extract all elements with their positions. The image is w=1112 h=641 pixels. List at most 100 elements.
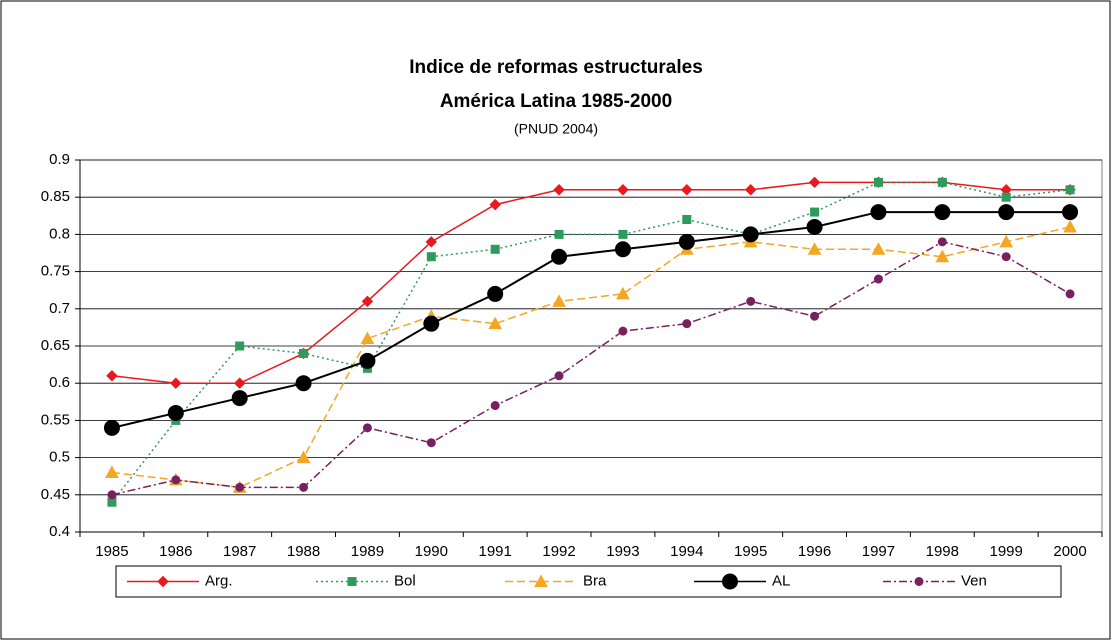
y-tick-label: 0.9 — [49, 151, 70, 168]
marker — [553, 184, 565, 196]
x-tick-label: 1991 — [479, 543, 512, 560]
marker — [870, 204, 887, 221]
marker — [107, 497, 117, 507]
marker — [347, 577, 357, 586]
chart-subtitle: América Latina 1985-2000 — [440, 91, 672, 112]
marker — [552, 294, 566, 307]
x-tick-label: 1994 — [670, 543, 703, 560]
series-line — [111, 226, 1071, 489]
y-tick-label: 0.55 — [41, 411, 70, 428]
chart-note: (PNUD 2004) — [514, 121, 598, 137]
marker — [167, 404, 184, 421]
marker — [807, 242, 822, 255]
marker — [810, 311, 820, 321]
y-tick-label: 0.45 — [41, 486, 70, 503]
legend-label: AL — [772, 572, 790, 589]
marker — [489, 198, 501, 211]
marker — [426, 252, 436, 262]
marker — [534, 574, 548, 587]
marker — [425, 236, 438, 248]
legend-label: Ven — [961, 572, 987, 589]
marker — [157, 575, 169, 588]
marker — [806, 218, 823, 235]
marker — [937, 237, 947, 247]
legend-label: Bra — [583, 572, 607, 589]
marker — [871, 242, 886, 255]
marker — [554, 229, 564, 239]
marker — [235, 482, 245, 492]
marker — [296, 450, 311, 464]
x-tick-label: 1998 — [926, 543, 959, 560]
marker — [808, 176, 821, 189]
y-tick-label: 0.6 — [49, 374, 70, 391]
marker — [746, 296, 756, 306]
x-tick-label: 1985 — [95, 543, 128, 560]
x-tick-label: 1987 — [223, 543, 256, 560]
marker — [362, 423, 372, 433]
marker — [1001, 252, 1011, 262]
y-tick-label: 0.8 — [49, 225, 70, 242]
legend-label: Bol — [394, 572, 416, 589]
marker — [1065, 289, 1075, 299]
chart-title: Indice de reformas estructurales — [409, 57, 703, 78]
marker — [744, 184, 757, 196]
x-tick-label: 1990 — [415, 543, 448, 560]
series-line — [111, 211, 1071, 429]
marker — [299, 348, 309, 358]
marker — [107, 490, 117, 500]
x-tick-label: 1996 — [798, 543, 831, 560]
marker — [742, 226, 759, 243]
marker — [682, 215, 692, 225]
marker — [171, 475, 181, 485]
marker — [231, 390, 248, 407]
marker — [103, 419, 120, 436]
marker — [487, 285, 504, 302]
marker — [426, 438, 436, 448]
x-tick-label: 1992 — [542, 543, 575, 560]
marker — [618, 326, 628, 336]
series-line — [111, 241, 1071, 496]
marker — [937, 177, 947, 187]
marker — [681, 184, 693, 196]
marker — [490, 244, 500, 254]
marker — [551, 248, 568, 265]
marker — [614, 241, 631, 258]
marker — [488, 316, 503, 330]
marker — [360, 331, 375, 345]
marker — [616, 286, 630, 300]
y-tick-label: 0.85 — [41, 188, 70, 205]
marker — [678, 233, 695, 250]
x-tick-label: 1997 — [862, 543, 895, 560]
x-tick-label: 2000 — [1053, 543, 1086, 560]
y-tick-label: 0.4 — [49, 523, 70, 540]
marker — [617, 184, 629, 196]
x-tick-label: 1995 — [734, 543, 767, 560]
marker — [618, 229, 628, 239]
marker — [359, 352, 376, 369]
marker — [233, 377, 246, 389]
y-tick-label: 0.7 — [49, 300, 70, 317]
marker — [105, 465, 119, 478]
y-tick-label: 0.75 — [41, 263, 70, 280]
marker — [722, 573, 738, 590]
marker — [998, 204, 1015, 221]
marker — [423, 315, 440, 332]
marker — [1065, 185, 1075, 195]
marker — [810, 207, 820, 217]
marker — [914, 577, 924, 586]
marker — [299, 482, 309, 492]
marker — [1001, 192, 1011, 202]
marker — [170, 377, 182, 389]
x-tick-label: 1989 — [351, 543, 384, 560]
marker — [1063, 219, 1077, 233]
marker — [999, 234, 1014, 248]
y-tick-label: 0.65 — [41, 337, 70, 354]
legend-label: Arg. — [205, 572, 233, 589]
marker — [361, 295, 374, 308]
marker — [106, 370, 118, 382]
marker — [554, 371, 564, 381]
x-tick-label: 1993 — [606, 543, 639, 560]
marker — [935, 249, 950, 263]
marker — [873, 274, 883, 284]
